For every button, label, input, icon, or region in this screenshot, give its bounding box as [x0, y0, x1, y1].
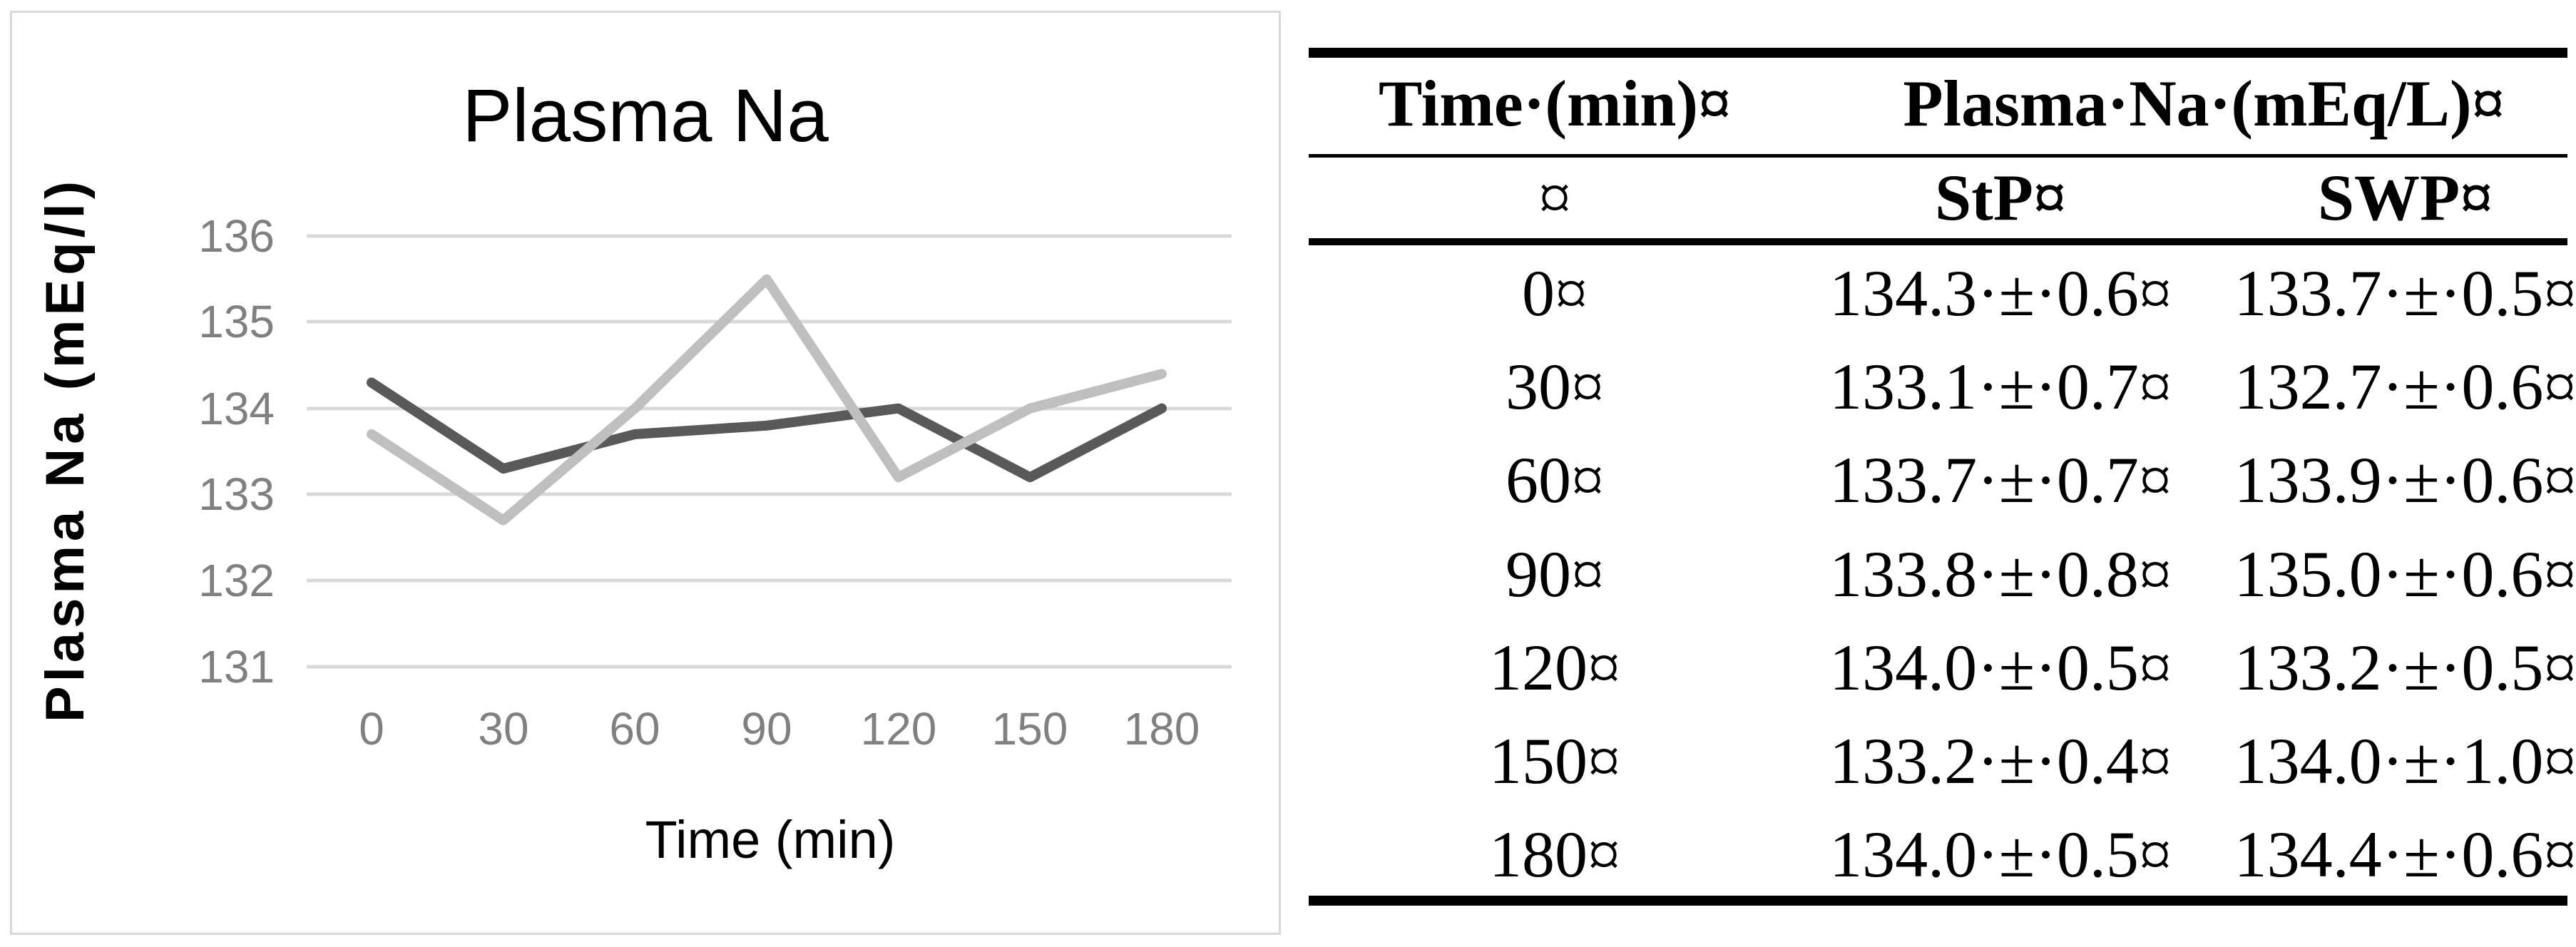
chart-panel: Plasma Na Plasma Na (mEq/l) 136 135 134 … — [10, 11, 1281, 935]
cell-swp: 133.9·±·0.6¤ — [2234, 444, 2576, 516]
cell-swp: 134.4·±·0.6¤ — [2234, 818, 2576, 891]
line-chart-plot — [10, 11, 1281, 935]
cell-time: 90¤ — [1506, 538, 1604, 610]
x-tick-label: 180 — [1123, 703, 1200, 754]
col-header-blank: ¤ — [1538, 161, 1571, 234]
cell-stp: 133.8·±·0.8¤ — [1829, 538, 2172, 610]
cell-time: 180¤ — [1489, 818, 1620, 891]
cell-swp: 134.0·±·1.0¤ — [2234, 725, 2576, 797]
cell-time: 0¤ — [1522, 257, 1588, 329]
cell-stp: 134.3·±·0.6¤ — [1829, 257, 2172, 329]
y-tick-label: 134 — [198, 383, 275, 434]
cell-swp: 132.7·±·0.6¤ — [2234, 350, 2576, 423]
x-tick-label: 60 — [609, 703, 660, 754]
cell-time: 60¤ — [1506, 444, 1604, 516]
cell-stp: 134.0·±·0.5¤ — [1829, 631, 2172, 704]
col-header-plasma-na: Plasma·Na·(mEq/L)¤ — [1903, 67, 2505, 140]
cell-swp: 133.7·±·0.5¤ — [2234, 257, 2576, 329]
cell-stp: 133.2·±·0.4¤ — [1829, 725, 2172, 797]
table-header1-rule — [1309, 154, 2567, 158]
table-bottom-rule — [1309, 896, 2567, 906]
chart-title: Plasma Na — [462, 74, 829, 158]
x-tick-label: 30 — [478, 703, 529, 754]
series-line-swp — [367, 274, 1167, 526]
cell-stp: 133.7·±·0.7¤ — [1829, 444, 2172, 516]
col-header-stp: StP¤ — [1935, 161, 2066, 234]
x-tick-label: 120 — [860, 703, 937, 754]
chart-panel-border — [10, 11, 1281, 935]
table-top-rule — [1309, 48, 2567, 58]
col-header-time: Time·(min)¤ — [1378, 67, 1732, 140]
y-tick-label: 136 — [198, 210, 275, 262]
cell-stp: 134.0·±·0.5¤ — [1829, 818, 2172, 891]
y-tick-label: 133 — [198, 469, 275, 520]
cell-swp: 135.0·±·0.6¤ — [2234, 538, 2576, 610]
x-tick-label: 0 — [359, 703, 384, 754]
cell-stp: 133.1·±·0.7¤ — [1829, 350, 2172, 423]
col-header-swp: SWP¤ — [2317, 161, 2493, 234]
x-axis-title: Time (min) — [645, 810, 896, 869]
cell-time: 120¤ — [1489, 631, 1620, 704]
y-tick-label: 132 — [198, 555, 275, 606]
series-lines — [367, 274, 1167, 526]
cell-time: 150¤ — [1489, 725, 1620, 797]
series-line-stp — [367, 377, 1167, 483]
horizontal-gridlines — [307, 234, 1232, 669]
cell-time: 30¤ — [1506, 350, 1604, 423]
table-header2-rule — [1309, 238, 2567, 245]
y-tick-label: 135 — [198, 296, 275, 347]
x-tick-label: 150 — [991, 703, 1068, 754]
y-tick-label: 131 — [198, 641, 275, 692]
x-tick-label: 90 — [741, 703, 792, 754]
cell-swp: 133.2·±·0.5¤ — [2234, 631, 2576, 704]
